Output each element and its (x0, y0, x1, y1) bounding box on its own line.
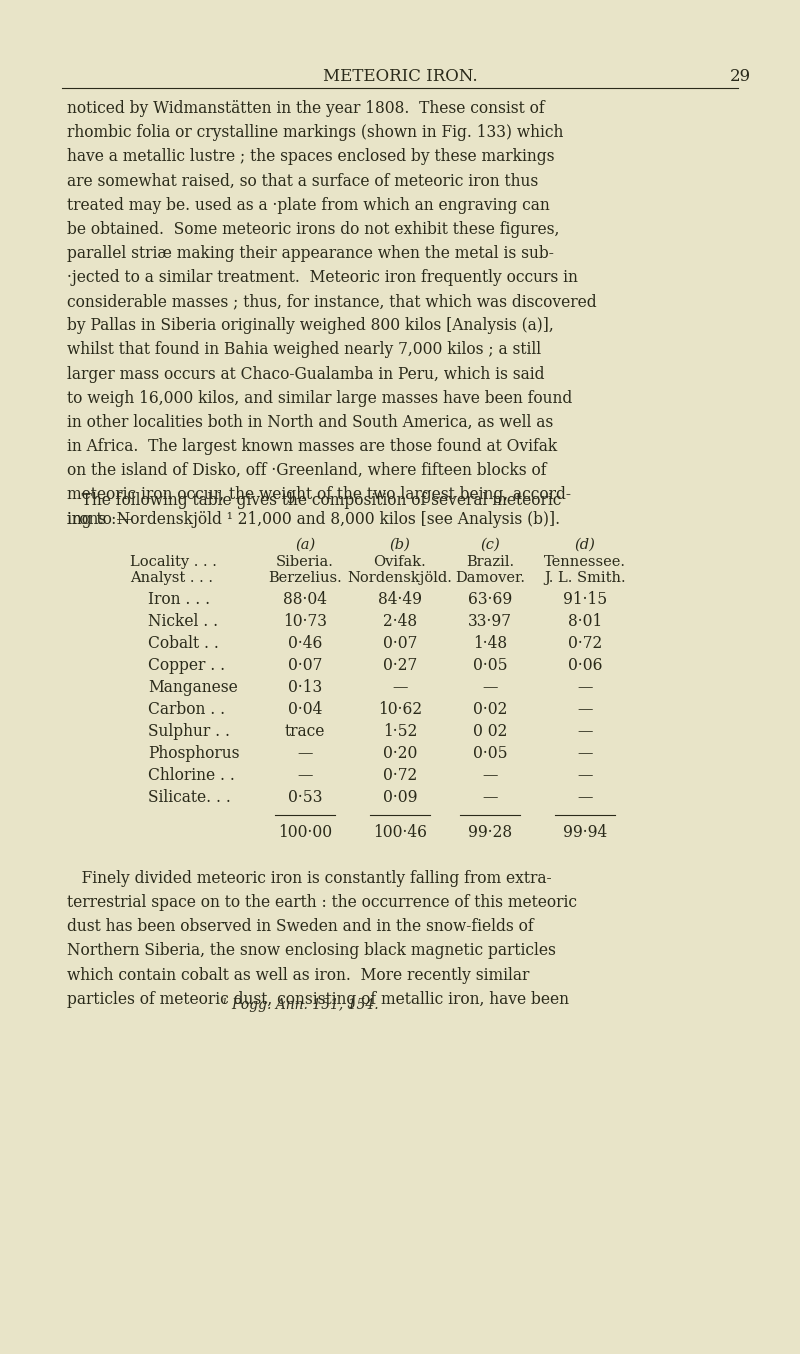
Text: 0·07: 0·07 (288, 657, 322, 674)
Text: —: — (482, 678, 498, 696)
Text: —: — (578, 723, 593, 741)
Text: 99·28: 99·28 (468, 825, 512, 841)
Text: 0·02: 0·02 (473, 701, 507, 718)
Text: 91·15: 91·15 (563, 590, 607, 608)
Text: —: — (578, 789, 593, 806)
Text: —: — (482, 789, 498, 806)
Text: trace: trace (285, 723, 325, 741)
Text: 10·62: 10·62 (378, 701, 422, 718)
Text: 0·13: 0·13 (288, 678, 322, 696)
Text: METEORIC IRON.: METEORIC IRON. (322, 68, 478, 85)
Text: 99·94: 99·94 (563, 825, 607, 841)
Text: Silicate. . .: Silicate. . . (148, 789, 231, 806)
Text: 10·73: 10·73 (283, 613, 327, 630)
Text: 0·20: 0·20 (383, 745, 417, 762)
Text: 0·05: 0·05 (473, 657, 507, 674)
Text: (c): (c) (480, 538, 500, 552)
Text: 8·01: 8·01 (568, 613, 602, 630)
Text: 0·07: 0·07 (383, 635, 417, 653)
Text: 63·69: 63·69 (468, 590, 512, 608)
Text: —: — (578, 766, 593, 784)
Text: Ovifak.: Ovifak. (374, 555, 426, 569)
Text: Nordenskjöld.: Nordenskjöld. (347, 571, 453, 585)
Text: (a): (a) (295, 538, 315, 552)
Text: —: — (482, 766, 498, 784)
Text: Locality . . .: Locality . . . (130, 555, 217, 569)
Text: 100·46: 100·46 (373, 825, 427, 841)
Text: —: — (298, 745, 313, 762)
Text: 0·04: 0·04 (288, 701, 322, 718)
Text: Manganese: Manganese (148, 678, 238, 696)
Text: Finely divided meteoric iron is constantly falling from extra-
terrestrial space: Finely divided meteoric iron is constant… (67, 871, 577, 1007)
Text: Sulphur . .: Sulphur . . (148, 723, 230, 741)
Text: (b): (b) (390, 538, 410, 552)
Text: 33·97: 33·97 (468, 613, 512, 630)
Text: Copper . .: Copper . . (148, 657, 225, 674)
Text: 88·04: 88·04 (283, 590, 327, 608)
Text: (d): (d) (574, 538, 595, 552)
Text: 0·06: 0·06 (568, 657, 602, 674)
Text: 0·72: 0·72 (383, 766, 417, 784)
Text: Analyst . . .: Analyst . . . (130, 571, 213, 585)
Text: The following table gives the composition of several meteoric: The following table gives the compositio… (67, 492, 562, 509)
Text: Damover.: Damover. (455, 571, 525, 585)
Text: 0·53: 0·53 (288, 789, 322, 806)
Text: Chlorine . .: Chlorine . . (148, 766, 235, 784)
Text: Cobalt . .: Cobalt . . (148, 635, 219, 653)
Text: 1·48: 1·48 (473, 635, 507, 653)
Text: 1·52: 1·52 (383, 723, 417, 741)
Text: Carbon . .: Carbon . . (148, 701, 225, 718)
Text: —: — (578, 701, 593, 718)
Text: 0·72: 0·72 (568, 635, 602, 653)
Text: Phosphorus: Phosphorus (148, 745, 239, 762)
Text: 84·49: 84·49 (378, 590, 422, 608)
Text: Brazil.: Brazil. (466, 555, 514, 569)
Text: 0·27: 0·27 (383, 657, 417, 674)
Text: —: — (298, 766, 313, 784)
Text: J. L. Smith.: J. L. Smith. (544, 571, 626, 585)
Text: Siberia.: Siberia. (276, 555, 334, 569)
Text: 2·48: 2·48 (383, 613, 417, 630)
Text: 100·00: 100·00 (278, 825, 332, 841)
Text: —: — (578, 745, 593, 762)
Text: Tennessee.: Tennessee. (544, 555, 626, 569)
Text: 0·05: 0·05 (473, 745, 507, 762)
Text: 29: 29 (730, 68, 751, 85)
Text: —: — (578, 678, 593, 696)
Text: Iron . . .: Iron . . . (148, 590, 210, 608)
Text: irons :—: irons :— (67, 510, 132, 528)
Text: Nickel . .: Nickel . . (148, 613, 218, 630)
Text: ¹ Pogg. Ann. 151, 154.: ¹ Pogg. Ann. 151, 154. (222, 998, 378, 1011)
Text: noticed by Widmanstätten in the year 1808.  These consist of
rhombic folia or cr: noticed by Widmanstätten in the year 180… (67, 100, 597, 528)
Text: 0·46: 0·46 (288, 635, 322, 653)
Text: Berzelius.: Berzelius. (268, 571, 342, 585)
Text: 0·09: 0·09 (382, 789, 418, 806)
Text: —: — (392, 678, 408, 696)
Text: 0 02: 0 02 (473, 723, 507, 741)
